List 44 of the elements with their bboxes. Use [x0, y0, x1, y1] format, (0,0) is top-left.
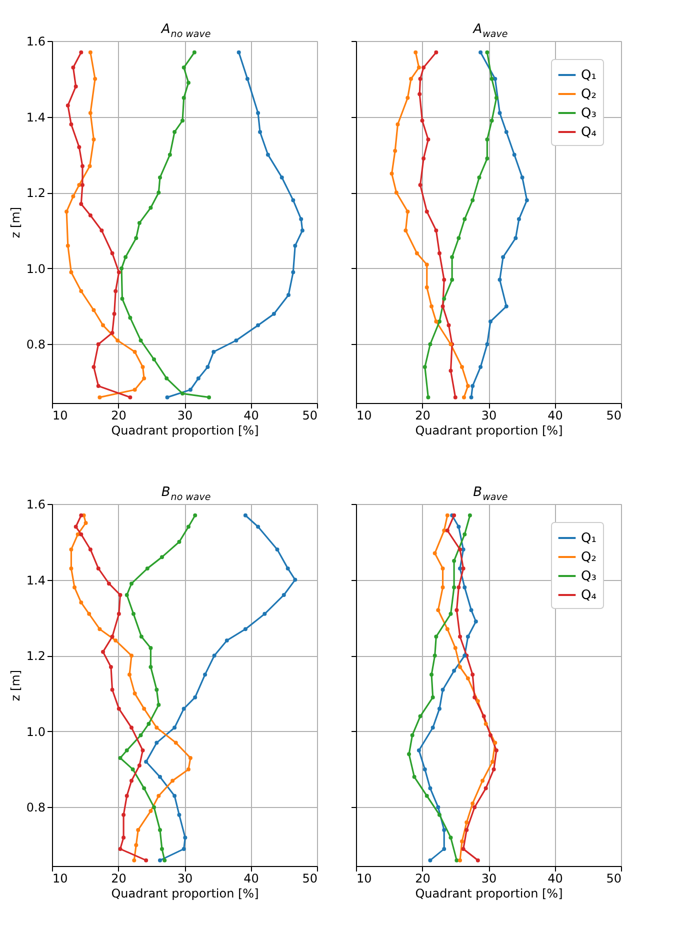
legend-label: Q₄	[581, 588, 596, 603]
y-axis-title: z [m]	[8, 670, 22, 702]
x-tick-label: 20	[111, 408, 126, 422]
y-tick-label: 0.8	[26, 338, 46, 352]
legend-label: Q₄	[581, 125, 596, 140]
x-tick-label: 50	[302, 408, 318, 422]
x-tick-label: 30	[481, 408, 497, 422]
x-tick-label: 40	[548, 872, 563, 886]
x-tick-label: 40	[548, 408, 563, 422]
y-tick-label: 1.4	[26, 110, 46, 124]
y-tick-label: 1.0	[26, 724, 46, 739]
y-tick-label: 1.4	[26, 573, 46, 588]
y-tick-label: 1.2	[26, 649, 46, 664]
y-tick-label: 1.0	[26, 262, 46, 276]
x-tick-label: 50	[606, 872, 622, 886]
x-tick-label: 20	[415, 408, 430, 422]
x-axis-title: Quadrant proportion [%]	[111, 424, 259, 438]
x-tick-label: 10	[52, 872, 68, 886]
x-axis-title: Quadrant proportion [%]	[415, 886, 563, 900]
y-axis-title: z [m]	[8, 206, 22, 238]
legend-label: Q₃	[581, 106, 596, 121]
x-tick-label: 10	[356, 408, 372, 422]
x-tick-label: 50	[302, 872, 318, 886]
x-tick-label: 40	[244, 872, 259, 886]
legend-label: Q₁	[581, 68, 596, 83]
x-tick-label: 20	[415, 872, 430, 886]
x-tick-label: 20	[111, 872, 126, 886]
legend-label: Q₂	[581, 87, 596, 102]
legend-label: Q₃	[581, 569, 596, 584]
x-tick-label: 30	[177, 872, 193, 886]
x-tick-label: 40	[244, 408, 259, 422]
x-tick-label: 30	[177, 408, 193, 422]
y-tick-label: 0.8	[26, 800, 46, 815]
y-tick-label: 1.6	[26, 34, 46, 48]
x-axis-title: Quadrant proportion [%]	[111, 886, 259, 900]
x-tick-label: 30	[481, 872, 497, 886]
x-axis-title: Quadrant proportion [%]	[415, 424, 563, 438]
x-tick-label: 50	[606, 408, 622, 422]
y-tick-label: 1.2	[26, 186, 46, 200]
x-tick-label: 10	[52, 408, 68, 422]
y-tick-label: 1.6	[26, 498, 46, 512]
legend-label: Q₂	[581, 550, 596, 565]
x-tick-label: 10	[356, 872, 372, 886]
legend-label: Q₁	[581, 531, 596, 546]
